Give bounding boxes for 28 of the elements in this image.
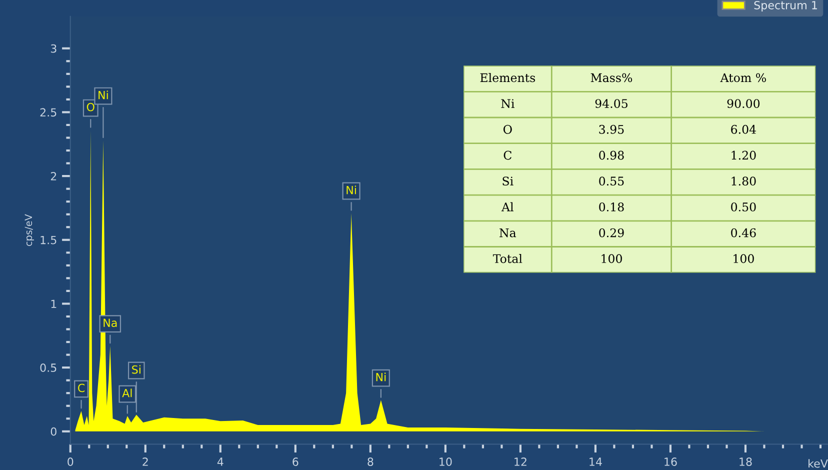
y-tick-label: 0.5	[40, 364, 56, 372]
annotation: Si	[132, 365, 140, 374]
annotation: C	[78, 384, 85, 392]
legend-label: Spectrum 1	[754, 0, 817, 12]
x-axis-title: keV	[808, 459, 828, 468]
annotation: Al	[122, 388, 132, 398]
y-tick-label: 2.5	[40, 108, 56, 117]
x-tick-label: 6	[292, 458, 298, 466]
x-tick-label: 14	[590, 458, 602, 466]
annotation: O	[86, 102, 94, 112]
y-tick-label: 1.5	[40, 236, 56, 244]
annotation: Ni	[376, 372, 386, 382]
x-tick-label: 2	[142, 458, 148, 466]
y-tick-label: 3	[50, 44, 56, 53]
x-tick-label: 8	[368, 458, 374, 466]
y-tick-label: 0	[50, 427, 56, 436]
y-tick-label: 2	[50, 172, 56, 180]
annotation: Na	[104, 318, 117, 328]
x-tick-label: 0	[68, 458, 74, 466]
x-tick-label: 16	[664, 458, 677, 466]
annotation: Ni	[346, 186, 356, 194]
x-tick-label: 4	[217, 458, 224, 466]
annotation: Ni	[98, 90, 108, 100]
y-tick-label: 1	[51, 300, 56, 308]
x-tick-label: 10	[440, 458, 452, 466]
x-tick-label: 12	[514, 458, 526, 466]
x-tick-label: 18	[740, 458, 752, 466]
y-axis-title: cps/eV	[24, 214, 34, 246]
